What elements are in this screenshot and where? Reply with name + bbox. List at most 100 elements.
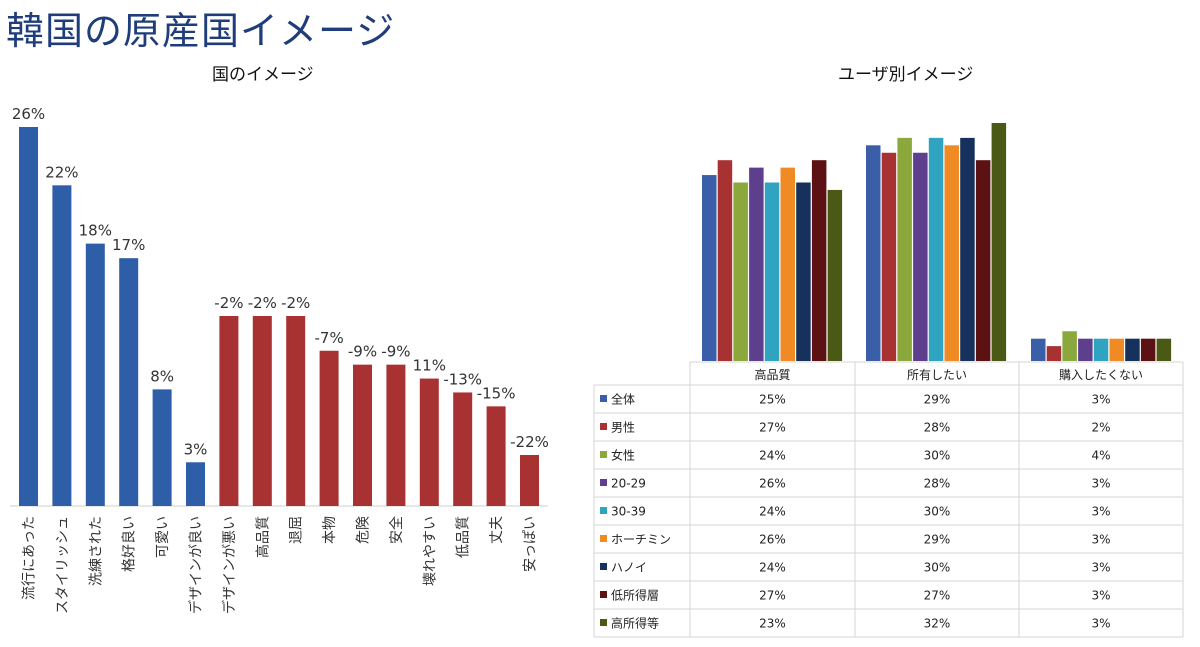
left-category-label: 安全: [388, 516, 405, 544]
left-category-label: デザインが悪い: [221, 516, 238, 614]
table-cell: 25%: [759, 393, 786, 407]
left-category-label: 本物: [322, 516, 338, 544]
left-bar-value-label: 8%: [150, 367, 174, 385]
table-cell: 28%: [924, 421, 951, 435]
right-bar: [881, 152, 897, 361]
table-cell: 26%: [759, 477, 786, 491]
left-bar-value-label: -13%: [443, 370, 482, 388]
left-category-label: 可愛い: [155, 516, 171, 558]
table-cell: 30%: [924, 449, 951, 463]
left-bar-value-label: -9%: [348, 343, 377, 361]
table-cell: 27%: [759, 589, 786, 603]
table-cell: 28%: [924, 477, 951, 491]
left-bar: [286, 316, 306, 506]
right-bar: [897, 137, 912, 361]
legend-swatch: [600, 451, 607, 458]
left-bar-value-label: 17%: [112, 236, 145, 254]
left-category-label: 流行にあった: [22, 516, 38, 600]
left-bar-value-label: -9%: [381, 343, 410, 361]
right-bar: [1125, 338, 1140, 361]
right-bar: [733, 182, 748, 361]
left-category-label: デザインが良い: [188, 516, 205, 614]
table-cell: 29%: [924, 393, 951, 407]
left-bar: [252, 316, 272, 506]
left-bar: [319, 350, 339, 506]
left-bar-value-label: -2%: [281, 294, 310, 312]
right-bar: [827, 189, 843, 361]
table-cell: 3%: [1091, 561, 1110, 575]
left-category-label: 壊れやすい: [422, 516, 438, 586]
table-column-header: 所有したい: [907, 368, 967, 382]
table-cell: 3%: [1091, 533, 1110, 547]
legend-swatch: [600, 563, 607, 570]
table-row-label: 男性: [611, 421, 635, 435]
table-row-label: 全体: [611, 392, 635, 407]
table-cell: 3%: [1091, 477, 1110, 491]
left-bar-value-label: 26%: [12, 105, 45, 123]
right-bar: [928, 137, 944, 361]
table-cell: 30%: [924, 561, 951, 575]
table-cell: 4%: [1091, 449, 1110, 463]
table-cell: 24%: [759, 561, 786, 575]
right-bar: [1031, 338, 1046, 361]
table-cell: 29%: [924, 533, 951, 547]
table-cell: 3%: [1091, 505, 1110, 519]
page-title: 韓国の原産国イメージ: [6, 9, 396, 53]
right-bar: [975, 160, 991, 361]
right-bar: [866, 145, 881, 361]
left-bar-value-label: -22%: [510, 433, 549, 451]
legend-swatch: [600, 479, 607, 486]
left-bar-value-label: 18%: [79, 222, 112, 240]
table-cell: 30%: [924, 505, 951, 519]
left-bar-value-label: -7%: [314, 329, 343, 347]
right-bar: [944, 145, 959, 361]
legend-swatch: [600, 507, 607, 514]
table-row-label: 20-29: [611, 477, 646, 491]
right-bar: [960, 137, 975, 361]
left-bar-value-label: -2%: [248, 294, 277, 312]
table-cell: 3%: [1091, 617, 1110, 631]
table-row-label: 女性: [611, 448, 635, 463]
left-bar: [486, 406, 506, 506]
table-cell: 2%: [1091, 421, 1110, 435]
right-bar: [1109, 338, 1124, 361]
table-row-label: ホーチミン: [611, 533, 671, 547]
left-bar-value-label: 3%: [184, 440, 208, 458]
table-cell: 3%: [1091, 589, 1110, 603]
right-bar: [796, 182, 811, 361]
table-cell: 23%: [759, 617, 786, 631]
right-bar: [717, 160, 733, 361]
legend-swatch: [600, 423, 607, 430]
table-cell: 27%: [924, 589, 951, 603]
table-cell: 32%: [924, 617, 951, 631]
table-cell: 27%: [759, 421, 786, 435]
table-row-label: 高所得等: [611, 616, 659, 631]
right-bar: [991, 123, 1007, 361]
right-bar: [811, 160, 827, 361]
left-bar: [186, 462, 205, 506]
right-chart-title: ユーザ別イメージ: [838, 65, 974, 85]
left-bar: [85, 243, 105, 506]
right-bar: [1078, 338, 1093, 361]
legend-swatch: [600, 619, 607, 626]
right-bar: [1156, 338, 1172, 361]
table-column-header: 高品質: [754, 367, 790, 382]
left-chart-title: 国のイメージ: [212, 65, 314, 85]
right-bar: [749, 167, 764, 361]
left-category-label: 退屈: [289, 516, 305, 544]
table-row-label: 30-39: [611, 505, 646, 519]
left-category-label: 安っぽい: [523, 516, 539, 572]
left-bar: [52, 185, 72, 507]
left-bar: [152, 389, 172, 506]
left-bar: [353, 364, 372, 506]
table-cell: 26%: [759, 533, 786, 547]
table-column-header: 購入したくない: [1059, 368, 1143, 382]
left-bar: [219, 316, 239, 506]
legend-swatch: [600, 535, 607, 542]
legend-swatch: [600, 591, 607, 598]
table-cell: 24%: [759, 449, 786, 463]
right-bar: [1093, 338, 1109, 361]
table-cell: 24%: [759, 505, 786, 519]
table-cell: 3%: [1091, 393, 1110, 407]
